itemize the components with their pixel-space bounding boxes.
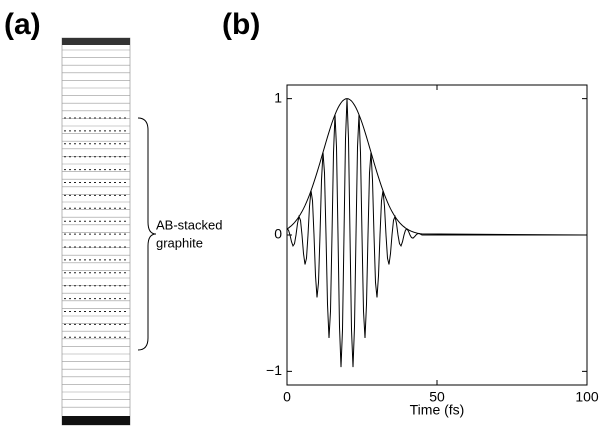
annotation: AB-stacked — [156, 217, 222, 232]
panel-label: (b) — [222, 8, 260, 41]
annotation: graphite — [156, 235, 203, 250]
series-line — [286, 98, 588, 236]
x-tick-label: 0 — [283, 389, 291, 405]
top-bar — [62, 38, 130, 45]
x-axis-label: Time (fs) — [410, 402, 465, 418]
y-tick-label: 1 — [274, 89, 282, 105]
panel-label: (a) — [4, 8, 41, 41]
y-tick-label: −1 — [266, 362, 282, 378]
y-tick-label: 0 — [274, 226, 282, 242]
bottom-bar — [62, 416, 130, 425]
column-outline — [61, 37, 131, 426]
series-line — [286, 98, 587, 368]
x-tick-label: 100 — [575, 389, 599, 405]
layer-stack — [61, 37, 131, 426]
x-tick-label: 50 — [429, 389, 445, 405]
brace — [137, 117, 157, 351]
